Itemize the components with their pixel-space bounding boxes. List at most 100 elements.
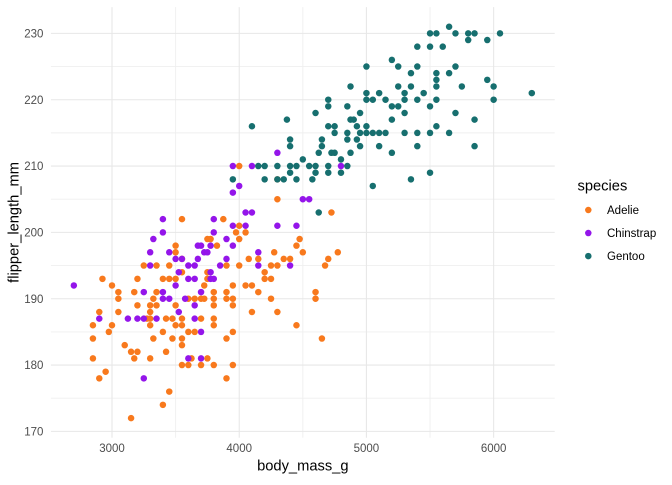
data-point (213, 242, 221, 249)
data-point (210, 215, 218, 223)
legend-label: Chinstrap (607, 228, 656, 240)
data-point (248, 209, 256, 216)
data-point (207, 242, 214, 249)
data-point (344, 129, 351, 137)
data-point (146, 262, 154, 269)
data-point (255, 262, 262, 269)
data-point (388, 116, 396, 123)
data-point (166, 262, 173, 269)
data-point (96, 375, 103, 382)
data-point (150, 335, 157, 342)
data-point (140, 288, 148, 296)
data-point (312, 109, 319, 117)
legend-item-adelie: Adelie (585, 205, 639, 217)
y-tick-label: 190 (24, 294, 43, 306)
data-point (363, 89, 370, 97)
data-point (115, 288, 122, 296)
y-tick-label: 170 (24, 426, 43, 438)
data-point (426, 30, 434, 37)
data-point (89, 322, 97, 329)
legend-title: species (578, 179, 628, 195)
data-point (426, 169, 434, 176)
data-point (490, 96, 497, 103)
data-point (191, 295, 198, 302)
data-point (420, 89, 427, 97)
data-point (356, 109, 364, 117)
data-point (191, 315, 198, 322)
data-point (210, 315, 218, 322)
data-point (274, 176, 281, 183)
data-point (131, 288, 138, 296)
data-point (407, 176, 415, 183)
series-chinstrap (70, 149, 345, 382)
data-point (197, 361, 205, 369)
data-point (286, 262, 294, 269)
data-point (200, 282, 208, 289)
data-point (414, 43, 421, 50)
data-point (318, 335, 326, 342)
data-point (248, 162, 256, 170)
data-point (146, 322, 154, 329)
data-point (337, 156, 345, 163)
data-point (528, 89, 536, 97)
data-point (426, 43, 434, 50)
data-point (280, 255, 287, 263)
data-point (433, 30, 440, 37)
data-point (248, 308, 256, 316)
data-point (175, 268, 183, 276)
data-point (223, 335, 230, 342)
data-point (159, 229, 167, 236)
grid-major (50, 7, 555, 438)
data-point (153, 262, 160, 269)
data-point (255, 249, 262, 256)
data-point (318, 136, 326, 143)
data-point (286, 169, 294, 176)
data-point (305, 162, 313, 170)
data-point (484, 76, 491, 84)
data-point (175, 308, 183, 316)
data-point (309, 176, 316, 183)
data-point (105, 328, 113, 336)
data-point (426, 129, 434, 137)
data-point (344, 103, 351, 110)
data-point (356, 129, 364, 137)
data-point (293, 176, 300, 183)
data-point (369, 182, 377, 190)
data-point (328, 209, 335, 216)
data-point (414, 96, 421, 103)
data-point (172, 322, 179, 329)
data-point (331, 129, 338, 137)
data-point (172, 255, 179, 263)
legend-key-dot (585, 252, 592, 260)
data-point (172, 275, 179, 283)
data-point (363, 123, 370, 130)
data-point (140, 315, 148, 322)
data-point (363, 96, 370, 103)
data-point (124, 315, 132, 322)
data-point (185, 355, 192, 362)
data-point (293, 162, 300, 170)
data-point (229, 361, 237, 369)
data-point (169, 315, 176, 322)
data-point (178, 322, 186, 329)
data-point (293, 322, 300, 329)
data-point (274, 262, 281, 269)
data-point (414, 63, 421, 70)
data-point (407, 83, 415, 90)
data-point (172, 249, 179, 256)
data-point (426, 103, 434, 110)
data-point (140, 262, 148, 269)
y-tick-labels: 170 180 190 200 210 220 230 (24, 28, 43, 438)
data-point (318, 142, 326, 150)
data-point (204, 249, 211, 256)
data-point (267, 275, 275, 283)
data-point (382, 96, 389, 103)
data-point (223, 288, 230, 296)
data-point (197, 315, 205, 322)
data-point (433, 96, 440, 103)
data-point (245, 255, 252, 263)
x-tick-labels: 3000 4000 5000 6000 (99, 443, 506, 455)
data-point (166, 275, 173, 283)
data-point (150, 295, 157, 302)
